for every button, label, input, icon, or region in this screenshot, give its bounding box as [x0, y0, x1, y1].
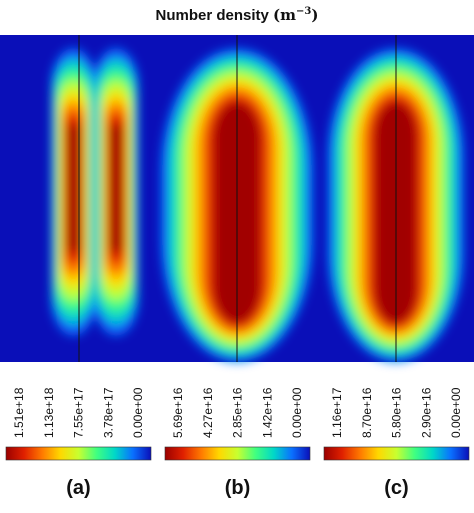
density-field — [0, 35, 474, 362]
panel-label: (b) — [225, 477, 251, 499]
plume-1-2-level-8 — [109, 122, 124, 254]
panel-label: (c) — [384, 477, 408, 499]
colorbar-3 — [323, 446, 470, 461]
colorbar-tick-label: 1.16e+17 — [330, 387, 344, 438]
colorbar-tick-label: 0.00e+00 — [449, 387, 463, 438]
colorbar-tick-label: 7.55e+17 — [72, 387, 86, 438]
chart-title: Number density (m−3) — [0, 6, 474, 24]
colorbar-tick-label: 5.80e+16 — [390, 387, 404, 438]
colorbar-2 — [164, 446, 311, 461]
colorbar-1 — [5, 446, 152, 461]
title-unit-exponent: −3 — [296, 6, 312, 17]
colorbar-tick-label: 1.42e+16 — [260, 387, 274, 438]
title-text: Number density — [155, 7, 269, 24]
colorbar-tick-label: 5.69e+16 — [171, 387, 185, 438]
colorbar-tick-label: 2.85e+16 — [231, 387, 245, 438]
colorbar-tick-label: 4.27e+16 — [201, 387, 215, 438]
panel-label: (a) — [66, 477, 90, 499]
title-unit: (m−3) — [273, 6, 318, 24]
panel-1-plumes — [50, 48, 139, 336]
colorbar-tick-label: 8.70e+16 — [360, 387, 374, 438]
colorbar-tick-label: 1.13e+18 — [42, 387, 56, 438]
colorbar-tick-label: 0.00e+00 — [131, 387, 145, 438]
title-unit-base: (m — [273, 6, 297, 24]
colorbar-tick-label: 0.00e+00 — [290, 387, 304, 438]
colorbar-tick-label: 3.78e+17 — [101, 387, 115, 438]
colorbar-tick-label: 1.51e+18 — [12, 387, 26, 438]
colorbars: 1.51e+18 1.13e+18 7.55e+17 3.78e+17 0.00e+00… — [5, 387, 470, 461]
panel-labels: (a) (b) (c) — [66, 477, 408, 499]
colorbar-tick-label: 2.90e+16 — [419, 387, 433, 438]
title-unit-close: ) — [311, 6, 319, 24]
plume-1-1-level-8 — [66, 122, 81, 254]
